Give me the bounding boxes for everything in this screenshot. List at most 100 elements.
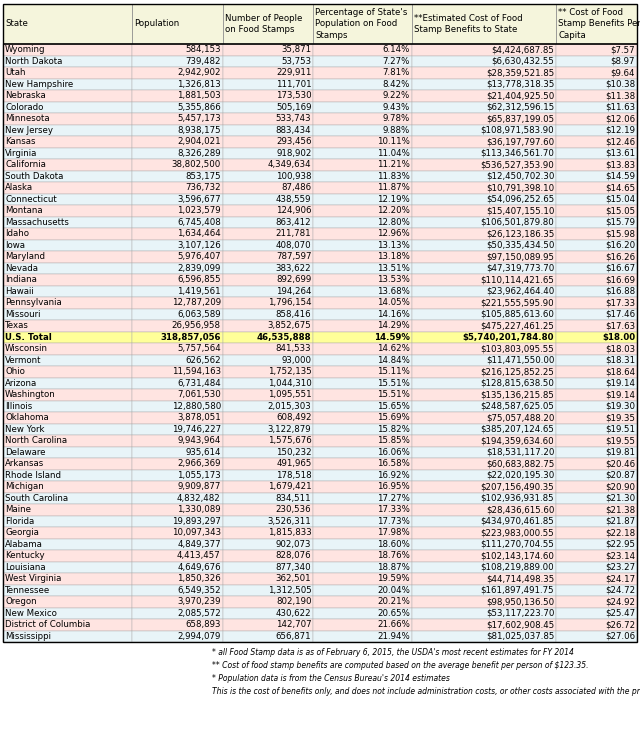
Text: 17.73%: 17.73% [377,517,410,526]
Text: Colorado: Colorado [5,103,44,112]
Text: $17.63: $17.63 [605,321,635,330]
Bar [132,458,223,470]
Bar [3,584,132,596]
Bar [314,159,412,170]
Text: 12.96%: 12.96% [377,229,410,238]
Text: 11,594,163: 11,594,163 [172,368,221,376]
Text: $15.04: $15.04 [605,195,635,204]
Text: 5,457,173: 5,457,173 [177,114,221,123]
Text: 853,175: 853,175 [185,172,221,181]
Bar [412,217,556,228]
Text: 438,559: 438,559 [276,195,312,204]
Text: 10,097,343: 10,097,343 [172,528,221,537]
Text: Nebraska: Nebraska [5,91,45,100]
Bar [3,113,132,125]
Bar [223,147,314,159]
Text: Idaho: Idaho [5,229,29,238]
Bar [314,492,412,504]
Text: **Estimated Cost of Food
Stamp Benefits to State: **Estimated Cost of Food Stamp Benefits … [414,14,522,34]
Bar [556,297,637,309]
Bar [3,44,132,55]
Bar [132,78,223,90]
Text: Washington: Washington [5,390,56,399]
Text: 2,942,902: 2,942,902 [177,68,221,77]
Bar [132,182,223,193]
Text: 1,330,089: 1,330,089 [177,505,221,514]
Bar [314,136,412,147]
Text: 12.80%: 12.80% [377,217,410,227]
Text: 6,745,408: 6,745,408 [177,217,221,227]
Bar [223,562,314,573]
Bar [314,366,412,377]
Bar [3,596,132,607]
Text: $12.06: $12.06 [605,114,635,123]
Text: 3,526,311: 3,526,311 [268,517,312,526]
Text: Delaware: Delaware [5,447,45,456]
Bar [223,573,314,584]
Text: $102,143,174.60: $102,143,174.60 [481,551,554,560]
Text: $12,450,702.30: $12,450,702.30 [486,172,554,181]
Text: Population: Population [134,19,179,28]
Bar [412,412,556,424]
Bar [556,607,637,619]
Bar [132,262,223,274]
Bar [223,159,314,170]
Text: $10.38: $10.38 [605,80,635,89]
Bar [314,584,412,596]
Text: 16.06%: 16.06% [377,447,410,456]
Text: 15.85%: 15.85% [377,436,410,445]
Text: * all Food Stamp data is as of February 6, 2015, the USDA's most recent estimate: * all Food Stamp data is as of February … [212,648,574,657]
Bar [132,343,223,355]
Text: $26.72: $26.72 [605,620,635,629]
Text: $21.38: $21.38 [605,505,635,514]
Bar [223,240,314,251]
Bar [132,217,223,228]
Text: 626,562: 626,562 [185,356,221,365]
Bar [412,492,556,504]
Bar [314,596,412,607]
Text: Wyoming: Wyoming [5,46,45,55]
Text: Vermont: Vermont [5,356,42,365]
Bar [412,251,556,262]
Bar [3,320,132,332]
Text: Nevada: Nevada [5,264,38,273]
Text: 124,906: 124,906 [276,206,312,215]
Text: This is the cost of benefits only, and does not include administration costs, or: This is the cost of benefits only, and d… [212,687,640,696]
Bar [3,355,132,366]
Text: $47,319,773.70: $47,319,773.70 [486,264,554,273]
Text: 6,596,855: 6,596,855 [177,275,221,285]
Text: 858,416: 858,416 [276,310,312,319]
Text: 1,044,310: 1,044,310 [268,379,312,388]
Text: 491,965: 491,965 [276,459,312,468]
Bar [3,297,132,309]
Bar [412,355,556,366]
Bar [412,309,556,320]
Bar [314,205,412,217]
Text: Arizona: Arizona [5,379,37,388]
Text: 11.87%: 11.87% [377,183,410,192]
Bar [556,458,637,470]
Bar [132,515,223,527]
Text: Maryland: Maryland [5,252,45,261]
Bar [132,492,223,504]
Text: 863,412: 863,412 [276,217,312,227]
Text: Arkansas: Arkansas [5,459,44,468]
Text: $16.26: $16.26 [605,252,635,261]
Text: 6,731,484: 6,731,484 [177,379,221,388]
Bar [314,504,412,515]
Bar [314,147,412,159]
Bar [3,562,132,573]
Text: $22.18: $22.18 [605,528,635,537]
Bar [3,228,132,240]
Bar [412,550,556,562]
Bar [132,193,223,205]
Text: 15.65%: 15.65% [377,402,410,411]
Text: Connecticut: Connecticut [5,195,57,204]
Bar [132,4,223,44]
Text: 194,264: 194,264 [276,287,312,296]
Text: $18.31: $18.31 [605,356,635,365]
Text: New York: New York [5,425,45,434]
Bar [132,630,223,642]
Text: 14.05%: 14.05% [377,298,410,307]
Bar [314,67,412,78]
